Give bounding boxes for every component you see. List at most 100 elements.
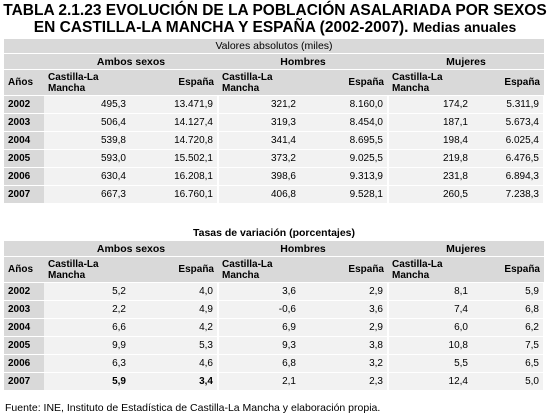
table-cell: 4,2 (130, 318, 219, 337)
table-cell: 13.471,9 (130, 95, 219, 114)
table-cell: 6.025,4 (472, 131, 545, 150)
variation-column-header: Años Castilla-La Mancha España Castilla-… (4, 256, 544, 283)
row-year: 2006 (4, 354, 44, 373)
table-cell: 10,8 (388, 336, 472, 355)
table-cell: 630,4 (44, 167, 130, 186)
table-cell: 4,0 (130, 282, 219, 301)
col-clm: Castilla-La Mancha (388, 256, 472, 283)
col-years: Años (4, 256, 44, 283)
table-cell: 8.695,5 (300, 131, 389, 150)
table-cell: 3,4 (130, 372, 219, 391)
title-line-2: EN CASTILLA-LA MANCHA Y ESPAÑA (2002-200… (0, 19, 550, 36)
table-cell: 406,8 (218, 185, 300, 204)
table-cell: 4,6 (130, 354, 219, 373)
table-cell: 6,6 (44, 318, 130, 337)
table-cell: 2,3 (300, 372, 389, 391)
table-cell: 9.025,5 (300, 149, 389, 168)
variation-rows: 2002 5,2 4,0 3,6 2,9 8,1 5,9 2003 2,2 4,9 -0,6 3,6 7… (4, 282, 545, 391)
table-cell: 5,5 (388, 354, 472, 373)
table-cell: 8.454,0 (300, 113, 389, 132)
table-cell: 6,9 (218, 318, 300, 337)
col-es: España (300, 256, 388, 283)
table-cell: 7,4 (388, 300, 472, 319)
absolute-rows: 2002 495,3 13.471,9 321,2 8.160,0 174,2 5.311,… (4, 95, 545, 204)
col-clm: Castilla-La Mancha (388, 69, 472, 96)
table-cell: 16.208,1 (130, 167, 219, 186)
table-cell: 3,2 (300, 354, 389, 373)
table-cell: 6,8 (472, 300, 545, 319)
table-row: 2003 2,2 4,9 -0,6 3,6 7,4 6,8 (4, 300, 545, 319)
table-cell: 7.238,3 (472, 185, 545, 204)
source-note: Fuente: INE, Instituto de Estadística de… (5, 402, 381, 414)
table-cell: 539,8 (44, 131, 130, 150)
absolute-column-header: Años Castilla-La Mancha España Castilla-… (4, 69, 544, 96)
table-cell: 187,1 (388, 113, 472, 132)
table-cell: 260,5 (388, 185, 472, 204)
table-cell: 2,9 (300, 318, 389, 337)
col-clm: Castilla-La Mancha (218, 69, 300, 96)
variation-table: Tasas de variación (porcentajes) Ambos s… (4, 226, 545, 391)
table-cell: 15.502,1 (130, 149, 219, 168)
table-cell: 6,2 (472, 318, 545, 337)
table-cell: 14.127,4 (130, 113, 219, 132)
row-year: 2004 (4, 318, 44, 337)
table-cell: 7,5 (472, 336, 545, 355)
table-cell: 5,9 (44, 372, 130, 391)
table-cell: 5.311,9 (472, 95, 545, 114)
table-cell: 5,9 (472, 282, 545, 301)
group-mujeres: Mujeres (388, 240, 544, 257)
table-cell: 9,9 (44, 336, 130, 355)
table-cell: 9.528,1 (300, 185, 389, 204)
row-year: 2005 (4, 149, 44, 168)
table-row: 2005 593,0 15.502,1 373,2 9.025,5 219,8 6.476,… (4, 149, 545, 168)
table-row: 2007 5,9 3,4 2,1 2,3 12,4 5,0 (4, 372, 545, 391)
table-cell: 9,3 (218, 336, 300, 355)
absolute-band: Valores absolutos (miles) (4, 39, 544, 54)
table-cell: 5,0 (472, 372, 545, 391)
table-cell: 12,4 (388, 372, 472, 391)
col-es: España (300, 69, 388, 96)
table-cell: 5,2 (44, 282, 130, 301)
row-year: 2006 (4, 167, 44, 186)
table-cell: 5.673,4 (472, 113, 545, 132)
col-es: España (472, 69, 544, 96)
col-clm: Castilla-La Mancha (44, 69, 130, 96)
table-row: 2002 5,2 4,0 3,6 2,9 8,1 5,9 (4, 282, 545, 301)
table-row: 2003 506,4 14.127,4 319,3 8.454,0 187,1 5.673,… (4, 113, 545, 132)
absolute-band-label: Valores absolutos (miles) (4, 39, 544, 54)
table-cell: 231,8 (388, 167, 472, 186)
col-es: España (130, 69, 218, 96)
table-cell: 4,9 (130, 300, 219, 319)
absolute-values-table: Valores absolutos (miles) Ambos sexos Ho… (4, 39, 545, 204)
row-year: 2004 (4, 131, 44, 150)
table-cell: 506,4 (44, 113, 130, 132)
table-cell: 5,3 (130, 336, 219, 355)
table-cell: 6,3 (44, 354, 130, 373)
row-year: 2002 (4, 95, 44, 114)
table-cell: 373,2 (218, 149, 300, 168)
table-cell: 219,8 (388, 149, 472, 168)
absolute-group-header: Ambos sexos Hombres Mujeres (4, 53, 544, 70)
table-cell: 6,0 (388, 318, 472, 337)
table-row: 2007 667,3 16.760,1 406,8 9.528,1 260,5 7.238,… (4, 185, 545, 204)
table-cell: 2,2 (44, 300, 130, 319)
table-cell: 6,5 (472, 354, 545, 373)
table-row: 2006 6,3 4,6 6,8 3,2 5,5 6,5 (4, 354, 545, 373)
table-row: 2004 539,8 14.720,8 341,4 8.695,5 198,4 6.025,… (4, 131, 545, 150)
table-row: 2004 6,6 4,2 6,9 2,9 6,0 6,2 (4, 318, 545, 337)
col-years: Años (4, 69, 44, 96)
table-cell: 3,6 (300, 300, 389, 319)
col-es: España (130, 256, 218, 283)
table-cell: 3,6 (218, 282, 300, 301)
table-cell: 2,1 (218, 372, 300, 391)
table-cell: 198,4 (388, 131, 472, 150)
table-cell: 3,8 (300, 336, 389, 355)
variation-band-label: Tasas de variación (porcentajes) (4, 226, 544, 241)
table-row: 2006 630,4 16.208,1 398,6 9.313,9 231,8 6.894,… (4, 167, 545, 186)
row-year: 2003 (4, 113, 44, 132)
table-cell: 8,1 (388, 282, 472, 301)
group-ambos: Ambos sexos (44, 240, 218, 257)
table-cell: 14.720,8 (130, 131, 219, 150)
row-year: 2003 (4, 300, 44, 319)
